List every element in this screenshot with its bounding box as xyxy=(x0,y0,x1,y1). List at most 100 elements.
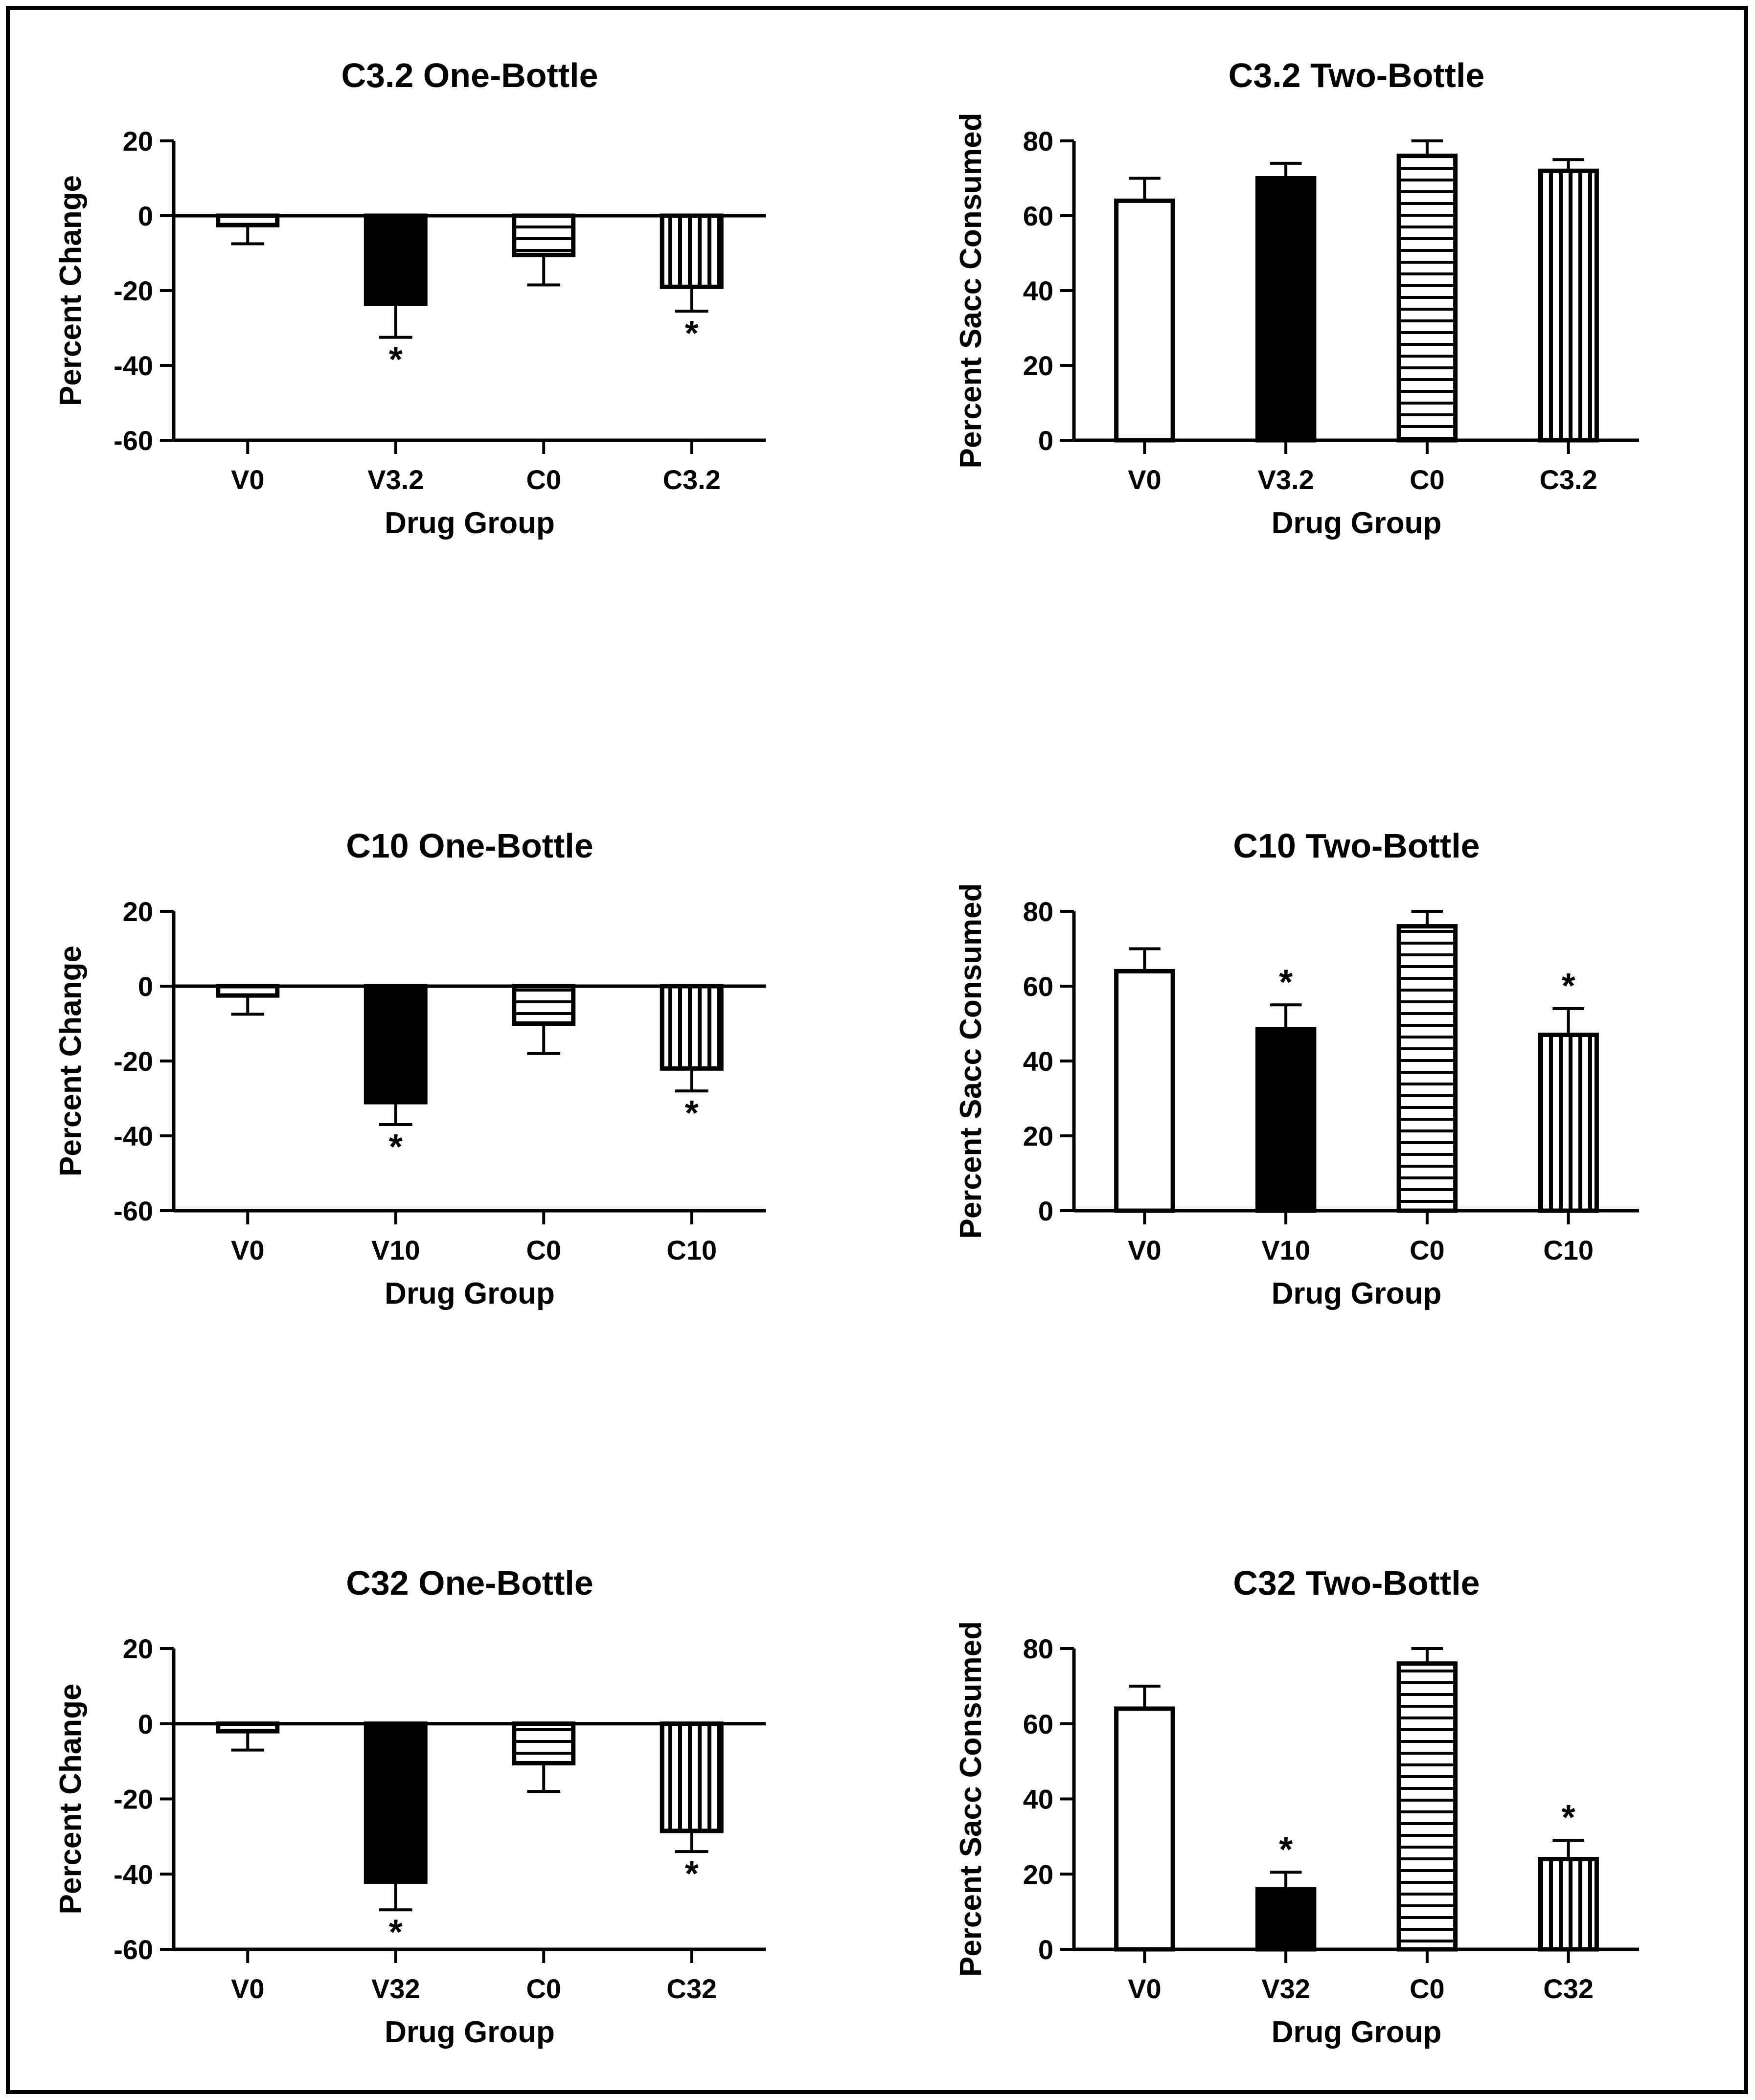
chart-5-bar-V32 xyxy=(1255,1887,1317,1952)
chart-2-x-tick-label-V0: V0 xyxy=(231,1235,265,1265)
chart-4-y-tick-label: 0 xyxy=(138,1709,153,1739)
chart-1-bar-C3.2 xyxy=(1538,168,1599,443)
chart-4-bar-C32 xyxy=(660,1721,724,1833)
chart-0-x-axis-label: Drug Group xyxy=(385,506,555,540)
chart-5-bar-V0 xyxy=(1114,1706,1175,1952)
chart-0-significance-star: * xyxy=(389,340,403,380)
chart-0-x-tick-label-C3.2: C3.2 xyxy=(663,464,721,495)
chart-4-significance-star: * xyxy=(389,1913,403,1952)
chart-0-x-tick-label-C0: C0 xyxy=(526,464,561,495)
chart-4-y-tick-label: -20 xyxy=(114,1784,153,1815)
chart-5-bar-C0 xyxy=(1396,1661,1458,1952)
chart-1-bar-V0 xyxy=(1114,198,1175,443)
chart-1-x-tick-label-C0: C0 xyxy=(1410,464,1445,495)
chart-1-y-tick-label: 0 xyxy=(1038,425,1053,456)
chart-3-y-tick-label: 40 xyxy=(1023,1046,1053,1077)
chart-5-bar-C32 xyxy=(1538,1857,1599,1952)
chart-4-bar-V0 xyxy=(216,1721,280,1734)
chart-0-title: C3.2 One-Bottle xyxy=(341,56,598,94)
chart-2-significance-star: * xyxy=(389,1128,403,1167)
chart-0-y-tick-label: -60 xyxy=(114,425,153,456)
chart-4-y-tick-label: 20 xyxy=(123,1633,153,1664)
chart-4-y-tick-label: -40 xyxy=(114,1859,153,1890)
chart-2-x-axis-label: Drug Group xyxy=(385,1277,555,1310)
chart-3-x-tick-label-V0: V0 xyxy=(1128,1235,1162,1265)
chart-1-bar-C0 xyxy=(1396,154,1458,443)
chart-2-bar-V0 xyxy=(216,984,280,998)
chart-3-title: C10 Two-Bottle xyxy=(1233,827,1480,865)
chart-5-x-tick-label-C32: C32 xyxy=(1543,1973,1594,2004)
chart-4-x-axis-label: Drug Group xyxy=(385,2015,555,2049)
chart-0-y-tick-label: -40 xyxy=(114,350,153,381)
chart-3-y-tick-label: 20 xyxy=(1023,1121,1053,1152)
chart-2-x-tick-label-C10: C10 xyxy=(666,1235,717,1265)
chart-4-x-tick-label-V32: V32 xyxy=(371,1973,420,2004)
chart-3-y-tick-label: 60 xyxy=(1023,971,1053,1002)
chart-1-x-tick-label-V0: V0 xyxy=(1128,464,1162,495)
chart-3-x-tick-label-C10: C10 xyxy=(1543,1235,1594,1265)
chart-5-significance-star: * xyxy=(1562,1798,1575,1837)
chart-3-significance-star: * xyxy=(1279,963,1293,1002)
chart-2-y-tick-label: 0 xyxy=(138,971,153,1002)
chart-1-y-tick-label: 40 xyxy=(1023,275,1053,306)
chart-2-x-tick-label-V10: V10 xyxy=(371,1235,420,1265)
chart-5-x-axis-label: Drug Group xyxy=(1272,2015,1442,2049)
chart-2-bar-V10 xyxy=(364,984,428,1105)
chart-4-x-tick-label-C0: C0 xyxy=(526,1973,561,2004)
chart-3-y-tick-label: 0 xyxy=(1038,1196,1053,1226)
chart-0-bar-C3.2 xyxy=(660,213,724,289)
chart-2-significance-star: * xyxy=(685,1094,699,1133)
chart-3-bar-C10 xyxy=(1538,1032,1599,1213)
figure-panel: C3.2 One-Bottle 20 0 -20 -40 -60 V0 * V3.2 C0 * C3.… xyxy=(6,6,1748,2094)
chart-2-bar-C10 xyxy=(660,984,724,1071)
chart-5-x-tick-label-C0: C0 xyxy=(1410,1973,1445,2004)
chart-0-bar-V3.2 xyxy=(364,213,428,306)
chart-2-y-tick-label: 20 xyxy=(123,896,153,927)
chart-0-y-axis-label: Percent Change xyxy=(54,175,88,406)
chart-1-x-axis-label: Drug Group xyxy=(1272,506,1442,540)
chart-1-title: C3.2 Two-Bottle xyxy=(1229,56,1485,94)
chart-5-y-tick-label: 0 xyxy=(1038,1934,1053,1965)
chart-1-y-tick-label: 20 xyxy=(1023,350,1053,381)
chart-0-x-tick-label-V3.2: V3.2 xyxy=(367,464,424,495)
chart-0-bar-C0 xyxy=(512,213,576,257)
chart-5-y-axis-label: Percent Sacc Consumed xyxy=(954,1621,988,1977)
chart-4-y-axis-label: Percent Change xyxy=(54,1683,88,1914)
chart-1-bar-V3.2 xyxy=(1255,176,1317,443)
chart-3-bar-V10 xyxy=(1255,1027,1317,1213)
chart-2-y-axis-label: Percent Change xyxy=(54,946,88,1176)
chart-0-y-tick-label: 0 xyxy=(138,201,153,231)
chart-3-y-tick-label: 80 xyxy=(1023,896,1053,927)
chart-3-significance-star: * xyxy=(1562,967,1575,1006)
chart-0-y-tick-label: -20 xyxy=(114,275,153,306)
chart-2-bar-C0 xyxy=(512,984,576,1026)
chart-4-y-tick-label: -60 xyxy=(114,1934,153,1965)
chart-4-significance-star: * xyxy=(685,1854,699,1894)
chart-1-x-tick-label-V3.2: V3.2 xyxy=(1258,464,1314,495)
chart-3-y-axis-label: Percent Sacc Consumed xyxy=(954,883,988,1239)
chart-4-bar-V32 xyxy=(364,1721,428,1884)
chart-0-y-tick-label: 20 xyxy=(123,126,153,157)
chart-1-x-tick-label-C3.2: C3.2 xyxy=(1539,464,1597,495)
chart-5-y-tick-label: 80 xyxy=(1023,1633,1053,1664)
chart-5-title: C32 Two-Bottle xyxy=(1233,1564,1480,1602)
chart-1-y-axis-label: Percent Sacc Consumed xyxy=(954,113,988,468)
chart-5-x-tick-label-V0: V0 xyxy=(1128,1973,1162,2004)
chart-5-significance-star: * xyxy=(1279,1830,1293,1869)
chart-3-x-tick-label-C0: C0 xyxy=(1410,1235,1445,1265)
chart-2-y-tick-label: -20 xyxy=(114,1046,153,1077)
chart-1-y-tick-label: 80 xyxy=(1023,126,1053,157)
figure-canvas: C3.2 One-Bottle 20 0 -20 -40 -60 V0 * V3.2 C0 * C3.… xyxy=(54,56,1639,2049)
chart-5-x-tick-label-V32: V32 xyxy=(1261,1973,1310,2004)
chart-0-significance-star: * xyxy=(685,314,699,353)
chart-3-bar-C0 xyxy=(1396,924,1458,1213)
chart-1-y-tick-label: 60 xyxy=(1023,201,1053,231)
chart-0-bar-V0 xyxy=(216,213,280,227)
chart-2-x-tick-label-C0: C0 xyxy=(526,1235,561,1265)
chart-5-y-tick-label: 60 xyxy=(1023,1709,1053,1739)
chart-4-x-tick-label-V0: V0 xyxy=(231,1973,265,2004)
chart-3-x-axis-label: Drug Group xyxy=(1272,1277,1442,1310)
chart-4-bar-C0 xyxy=(512,1721,576,1765)
chart-5-y-tick-label: 40 xyxy=(1023,1784,1053,1815)
chart-2-title: C10 One-Bottle xyxy=(346,827,593,865)
